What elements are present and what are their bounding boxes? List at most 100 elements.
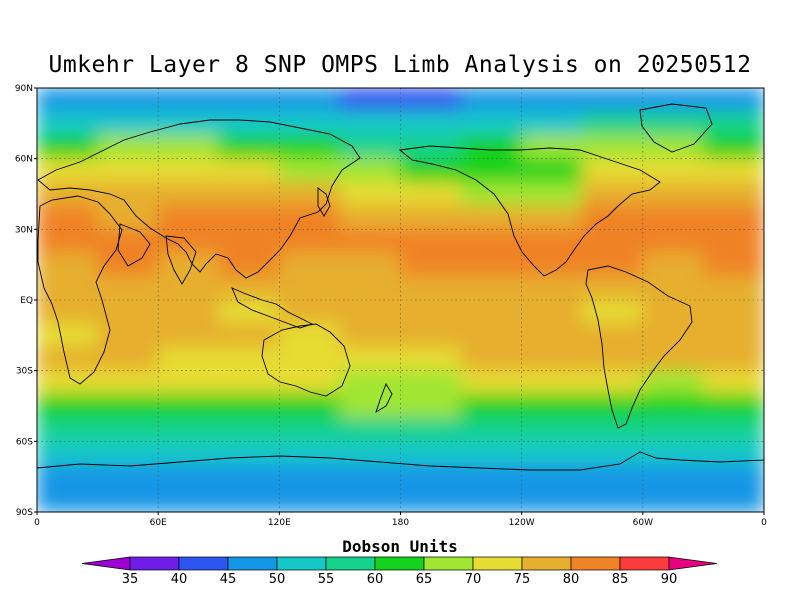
colorbar-segment <box>521 556 572 571</box>
heatmap-cell <box>218 464 280 489</box>
heatmap-cell <box>278 440 341 466</box>
heatmap-cell <box>37 275 99 301</box>
heatmap-cell <box>339 370 401 395</box>
heatmap-cell <box>218 275 280 301</box>
heatmap-cell <box>400 487 462 512</box>
heatmap-cell <box>702 88 764 113</box>
heatmap-cell <box>339 464 401 489</box>
heatmap-cell <box>521 487 583 512</box>
heatmap-cell <box>157 393 220 419</box>
heatmap-cell <box>278 158 341 183</box>
heatmap-cell <box>642 158 704 183</box>
heatmap-cell <box>278 464 341 489</box>
colorbar-segment <box>227 556 278 571</box>
heatmap-cell <box>37 440 99 466</box>
heatmap-cell <box>339 252 401 277</box>
heatmap-cell <box>460 228 523 254</box>
lat-tick-label: EQ <box>20 296 33 306</box>
heatmap-cell <box>400 275 462 301</box>
heatmap-cell <box>581 393 644 419</box>
colorbar-label: 60 <box>367 572 384 587</box>
heatmap-cell <box>157 323 220 348</box>
heatmap-cell <box>702 417 764 442</box>
heatmap-cell <box>37 228 99 254</box>
heatmap-cell <box>702 464 764 489</box>
heatmap-cell <box>460 275 523 301</box>
heatmap-cell <box>278 417 341 442</box>
heatmap-cell <box>521 88 583 113</box>
heatmap-cell <box>97 181 159 207</box>
colorbar-min-arrow <box>81 556 131 571</box>
heatmap-cell <box>400 88 462 113</box>
chart-title: Umkehr Layer 8 SNP OMPS Limb Analysis on… <box>48 52 752 78</box>
heatmap-cell <box>460 252 523 277</box>
heatmap-cell <box>157 275 220 301</box>
heatmap-cell <box>37 88 99 113</box>
heatmap-cell <box>521 393 583 419</box>
heatmap-cell <box>702 205 764 230</box>
heatmap-cell <box>157 111 220 136</box>
heatmap-cell <box>97 440 159 466</box>
heatmap-cell <box>521 228 583 254</box>
colorbar-label: 45 <box>220 572 237 587</box>
colorbar-label: 80 <box>563 572 580 587</box>
colorbar-label: 90 <box>661 572 678 587</box>
north-america-outline <box>398 145 661 277</box>
heatmap-cell <box>97 346 159 372</box>
heatmap-cell <box>37 205 99 230</box>
colorbar-label: 70 <box>465 572 482 587</box>
heatmap-cell <box>460 299 523 325</box>
heatmap-cell <box>702 181 764 207</box>
heatmap-cell <box>157 134 220 160</box>
heatmap-cell <box>339 299 401 325</box>
heatmap-cell <box>218 417 280 442</box>
heatmap-cell <box>278 346 341 372</box>
heatmap-cell <box>278 252 341 277</box>
heatmap-cell <box>400 346 462 372</box>
heatmap-cell <box>157 88 220 113</box>
heatmap-cell <box>278 205 341 230</box>
heatmap-cell <box>581 111 644 136</box>
heatmap-cell <box>37 487 99 512</box>
heatmap-cell <box>278 181 341 207</box>
heatmap-cell <box>642 323 704 348</box>
heatmap-cell <box>521 252 583 277</box>
heatmap-cell <box>218 181 280 207</box>
heatmap-cell <box>218 370 280 395</box>
coastlines <box>37 103 764 471</box>
colorbar-segment <box>472 556 523 571</box>
heatmap-cell <box>400 393 462 419</box>
heatmap-cell <box>581 205 644 230</box>
eurasia-outline <box>37 119 361 279</box>
heatmap-cell <box>642 417 704 442</box>
lon-tick-label: 0 <box>761 518 767 528</box>
heatmap-cell <box>642 88 704 113</box>
heatmap-cell <box>97 464 159 489</box>
heatmap-cell <box>37 393 99 419</box>
heatmap-cell <box>521 111 583 136</box>
heatmap-cell <box>37 417 99 442</box>
heatmap-cell <box>157 487 220 512</box>
heatmap-cell <box>642 181 704 207</box>
heatmap-cell <box>400 299 462 325</box>
heatmap-cell <box>642 346 704 372</box>
heatmap-cell <box>400 111 462 136</box>
colorbar-label: 65 <box>416 572 433 587</box>
heatmap-cell <box>218 205 280 230</box>
heatmap-cell <box>400 464 462 489</box>
heatmap-cell <box>581 417 644 442</box>
heatmap-cell <box>37 111 99 136</box>
heatmap-cell <box>642 440 704 466</box>
heatmap-cell <box>702 393 764 419</box>
heatmap-cell <box>460 88 523 113</box>
arabia-outline <box>117 223 151 267</box>
heatmap-cell <box>400 370 462 395</box>
heatmap-cell <box>339 275 401 301</box>
heatmap-cell <box>521 417 583 442</box>
heatmap-cell <box>157 464 220 489</box>
heatmap-cell <box>642 252 704 277</box>
heatmap-cell <box>218 158 280 183</box>
heatmap-cell <box>460 487 523 512</box>
heatmap-cell <box>581 370 644 395</box>
heatmap-cell <box>37 158 99 183</box>
